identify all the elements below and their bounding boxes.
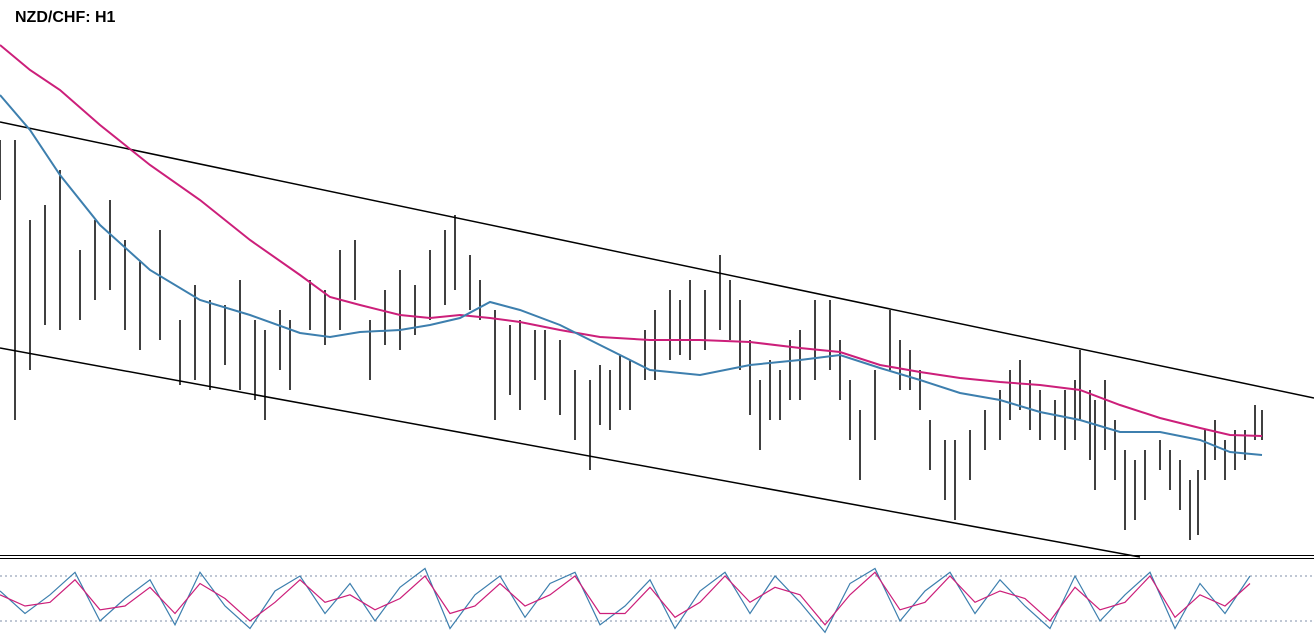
title-background [10, 6, 150, 28]
moving-average [0, 44, 1263, 437]
moving-average [0, 94, 1263, 456]
channel-line [0, 347, 1141, 558]
oscillator-line [0, 567, 1251, 634]
price-panel [0, 44, 1314, 558]
channel-line [0, 121, 1314, 399]
chart-title: NZD/CHF: H1 [15, 9, 116, 26]
oscillator-panel [0, 567, 1314, 634]
oscillator-line [0, 571, 1251, 626]
